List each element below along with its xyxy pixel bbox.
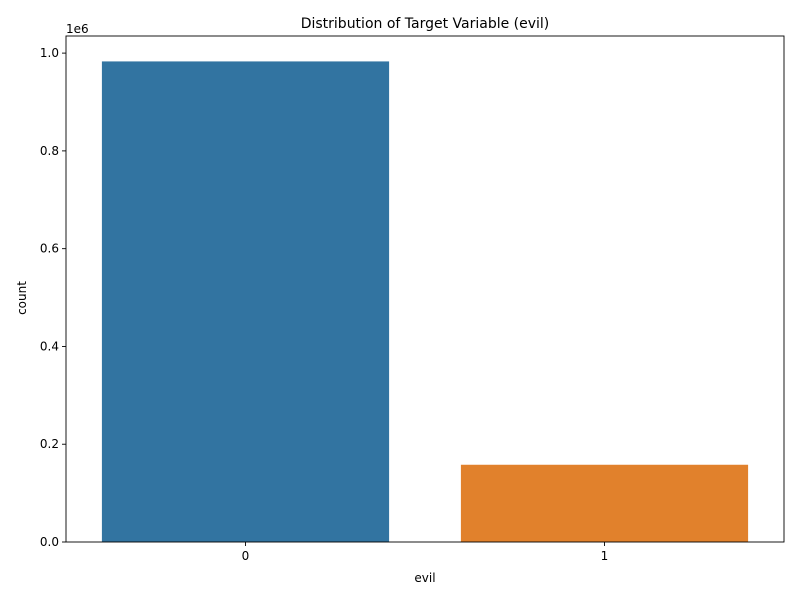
y-tick-label: 0.2 (40, 437, 59, 451)
x-tick-label: 0 (242, 549, 250, 563)
y-tick-label: 1.0 (40, 46, 59, 60)
bars-group (101, 61, 749, 543)
y-tick-label: 0.0 (40, 535, 59, 549)
x-axis-label: evil (414, 571, 435, 585)
y-axis-label: count (15, 281, 29, 315)
y-axis: 0.0 0.2 0.4 0.6 0.8 1.0 (40, 46, 66, 549)
chart-title: Distribution of Target Variable (evil) (301, 16, 550, 32)
y-tick-label: 0.8 (40, 144, 59, 158)
plot-frame (65, 35, 785, 543)
x-tick-label: 1 (601, 549, 609, 563)
bar-0 (101, 61, 390, 543)
bar-1 (460, 464, 749, 542)
y-tick-label: 0.6 (40, 242, 59, 256)
y-axis-offset-label: 1e6 (66, 22, 89, 36)
y-tick-label: 0.4 (40, 339, 59, 353)
